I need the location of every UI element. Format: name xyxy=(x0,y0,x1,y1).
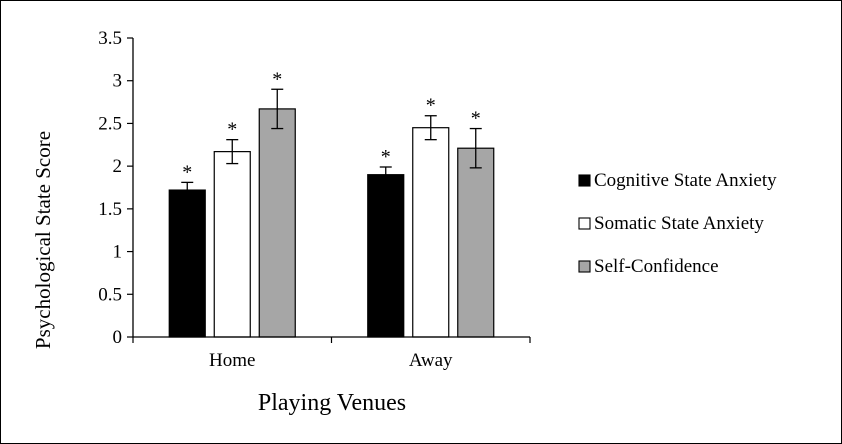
bars-group xyxy=(168,108,495,338)
bar xyxy=(367,174,405,338)
legend-label: Self-Confidence xyxy=(594,256,719,277)
y-tick-label: 1.5 xyxy=(98,199,122,220)
x-axis-ticks xyxy=(132,337,531,343)
significance-star: * xyxy=(182,161,192,183)
significance-star: * xyxy=(471,108,481,130)
significance-star: * xyxy=(426,95,436,117)
bar xyxy=(412,127,450,338)
y-tick-label: 3.5 xyxy=(98,28,122,49)
x-axis-title: Playing Venues xyxy=(258,390,406,416)
legend: Cognitive State Anxiety Somatic State Anx… xyxy=(578,170,777,277)
y-tick-label: 2 xyxy=(113,156,123,177)
y-tick-label: 0 xyxy=(113,327,123,348)
significance-star: * xyxy=(227,119,237,141)
y-tick-label: 2.5 xyxy=(98,113,122,134)
legend-label: Cognitive State Anxiety xyxy=(594,170,777,191)
legend-swatch xyxy=(578,217,591,230)
error-bars-group xyxy=(181,88,482,199)
x-category-label: Away xyxy=(409,350,453,371)
y-tick-label: 1 xyxy=(113,242,123,263)
bar xyxy=(457,147,495,338)
category-labels: Home Away xyxy=(209,350,453,371)
y-axis-title: Psychological State Score xyxy=(31,131,55,349)
y-axis-ticks: 0 0.5 1 1.5 2 2.5 3 3.5 xyxy=(98,28,133,348)
significance-star: * xyxy=(272,68,282,90)
legend-label: Somatic State Anxiety xyxy=(594,213,764,234)
significance-marks-group: * * * * * * xyxy=(182,68,481,183)
bar xyxy=(168,189,206,338)
legend-swatch xyxy=(578,174,591,187)
legend-swatch xyxy=(578,260,591,273)
x-category-label: Home xyxy=(209,350,255,371)
y-tick-label: 3 xyxy=(113,71,123,92)
y-tick-label: 0.5 xyxy=(98,284,122,305)
significance-star: * xyxy=(381,146,391,168)
bar xyxy=(258,108,296,338)
bar xyxy=(213,151,251,338)
